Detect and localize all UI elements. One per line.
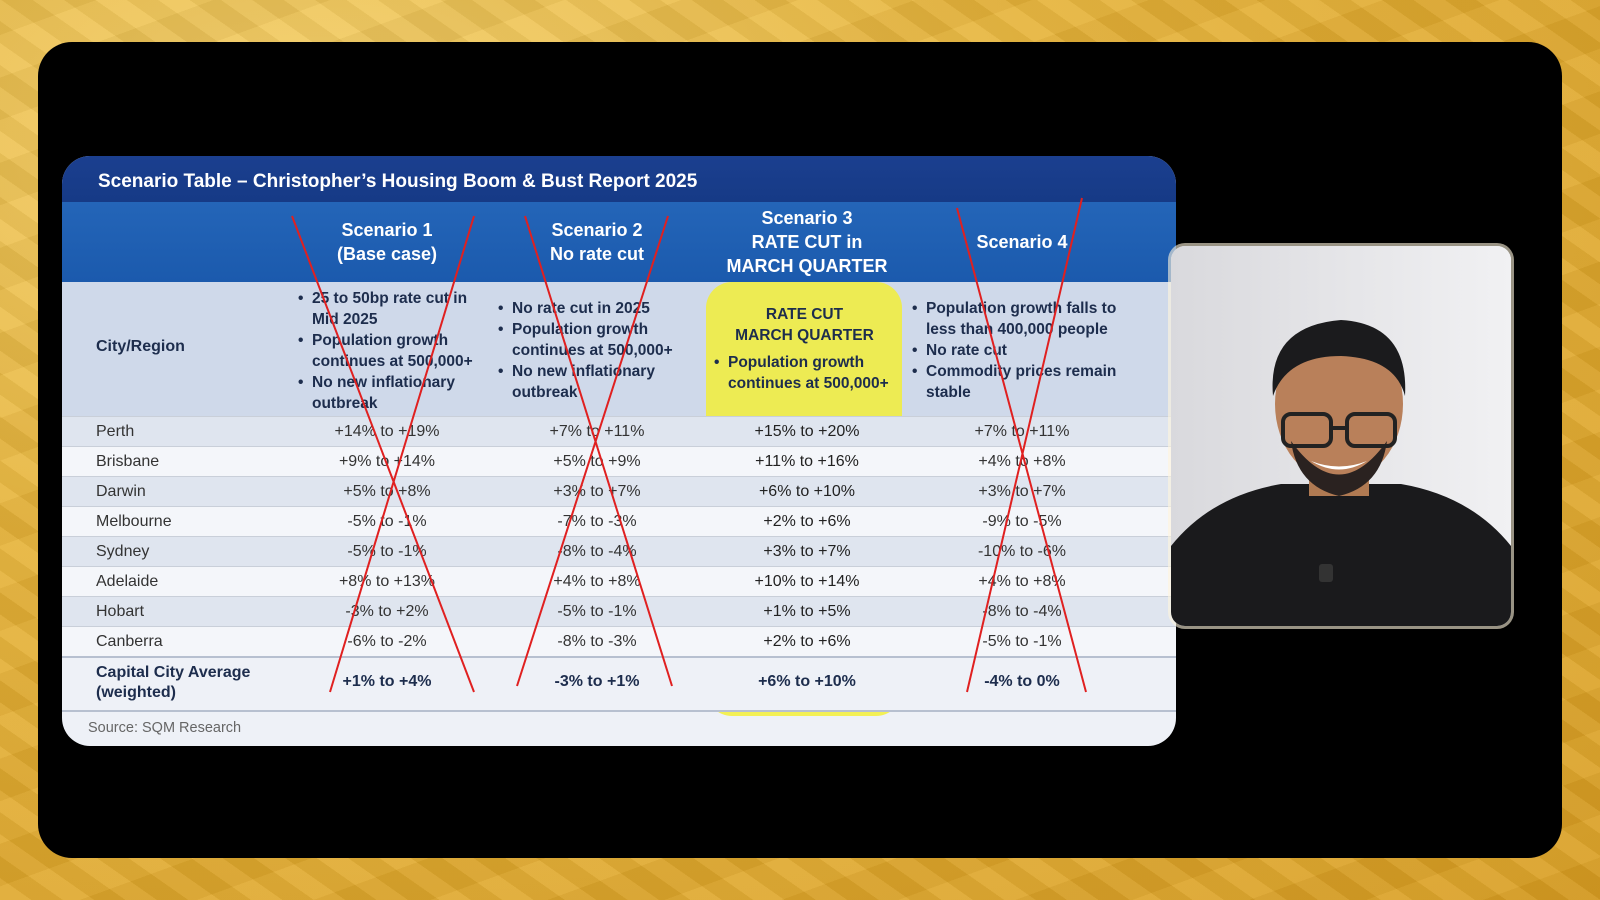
bullet: Commodity prices remain stable (912, 361, 1132, 403)
scenario-4-cell: -9% to -5% (982, 513, 1062, 530)
city-cell: Melbourne (96, 513, 172, 530)
average-scenario-2: -3% to +1% (554, 673, 640, 690)
bullet: No new inflationary outbreak (298, 372, 488, 414)
average-label-line-1: Capital City Average (96, 664, 251, 681)
scenario-table-slide: Scenario Table – Christopher’s Housing B… (62, 156, 1176, 746)
table-row: Perth +14% to +19% +7% to +11% +15% to +20%… (62, 416, 1176, 447)
scenario-4-title: Scenario 4 (976, 232, 1068, 252)
bullet: No rate cut in 2025 (498, 298, 688, 319)
scenario-2-cell: -8% to -3% (557, 633, 637, 650)
table-row: Canberra -6% to -2% -8% to -3% +2% to +6% -5… (62, 626, 1176, 657)
scenario-3-cell: +3% to +7% (763, 543, 851, 560)
city-cell: Hobart (96, 603, 145, 620)
average-label: Capital City Average (weighted) (96, 663, 250, 703)
scenario-1-subtitle: (Base case) (336, 244, 438, 264)
scenario-2-cell: -5% to -1% (557, 603, 637, 620)
city-cell: Darwin (96, 483, 146, 500)
table-row: Melbourne -5% to -1% -7% to -3% +2% to +6% -… (62, 506, 1176, 537)
scenario-3-title: Scenario 3 (761, 208, 853, 228)
city-cell: Adelaide (96, 573, 159, 590)
scenario-2-header: Scenario 2 No rate cut (512, 202, 682, 282)
scenario-1-cell: +8% to +13% (338, 573, 436, 590)
average-scenario-1: +1% to +4% (342, 673, 432, 690)
scenario-4-cell: +7% to +11% (974, 423, 1070, 440)
average-scenario-4: -4% to 0% (984, 673, 1060, 690)
city-cell: Canberra (96, 633, 163, 650)
city-cell: Perth (96, 423, 135, 440)
scenario-description-row: City/Region 25 to 50bp rate cut in Mid 2… (62, 282, 1176, 416)
video-frame: Scenario Table – Christopher’s Housing B… (38, 42, 1562, 858)
scenario-2-subtitle: No rate cut (549, 244, 645, 264)
presenter-webcam (1171, 246, 1511, 626)
scenario-2-cell: +7% to +11% (549, 423, 645, 440)
average-scenario-3: +6% to +10% (758, 673, 856, 690)
bullet: Population growth continues at 500,000+ (298, 330, 488, 372)
average-label-line-2: (weighted) (96, 684, 176, 701)
bullet: Population growth continues at 500,000+ (714, 352, 904, 394)
scenario-4-bullets: Population growth falls to less than 400… (912, 298, 1132, 403)
capital-city-average-row: Capital City Average (weighted) +1% to +… (62, 656, 1176, 712)
scenario-2-cell: +4% to +8% (553, 573, 641, 590)
city-region-header: City/Region (96, 338, 185, 355)
bullet: Population growth falls to less than 400… (912, 298, 1132, 340)
scenario-1-cell: +9% to +14% (338, 453, 436, 470)
scenario-4-header: Scenario 4 (932, 202, 1112, 282)
table-row: Hobart -3% to +2% -5% to -1% +1% to +5% -8% … (62, 596, 1176, 627)
scenario-2-cell: +5% to +9% (553, 453, 641, 470)
scenario-2-cell: -8% to -4% (557, 543, 637, 560)
table-row: Sydney -5% to -1% -8% to -4% +3% to +7% -10%… (62, 536, 1176, 567)
scenario-4-cell: +4% to +8% (978, 453, 1066, 470)
table-row: Darwin +5% to +8% +3% to +7% +6% to +10% +3%… (62, 476, 1176, 507)
scenario-3-label-line-1: RATE CUT (765, 306, 844, 323)
city-cell: Brisbane (96, 453, 160, 470)
scenario-3-cell: +2% to +6% (763, 633, 851, 650)
scenario-1-cell: +14% to +19% (334, 423, 440, 440)
bullet: No new inflationary outbreak (498, 361, 688, 403)
table-row: Adelaide +8% to +13% +4% to +8% +10% to +14… (62, 566, 1176, 597)
slide-title: Scenario Table – Christopher’s Housing B… (62, 156, 1176, 202)
scenario-4-cell: +4% to +8% (978, 573, 1066, 590)
scenario-2-cell: +3% to +7% (553, 483, 641, 500)
scenario-3-cell: +2% to +6% (763, 513, 851, 530)
scenario-3-cell: +1% to +5% (763, 603, 851, 620)
source-note: Source: SQM Research (88, 720, 242, 736)
scenario-2-bullets: No rate cut in 2025 Population growth co… (498, 298, 688, 403)
bullet: 25 to 50bp rate cut in Mid 2025 (298, 288, 488, 330)
city-cell: Sydney (96, 543, 150, 560)
scenario-1-cell: -3% to +2% (345, 603, 429, 620)
scenario-1-bullets: 25 to 50bp rate cut in Mid 2025 Populati… (298, 288, 488, 414)
scenario-3-cell: +6% to +10% (758, 483, 856, 500)
scenario-3-cell: +11% to +16% (755, 453, 859, 470)
scenario-1-title: Scenario 1 (341, 220, 433, 240)
presenter-avatar (1171, 246, 1511, 626)
bullet: Population growth continues at 500,000+ (498, 319, 688, 361)
scenario-3-cell: +10% to +14% (754, 573, 860, 590)
scenario-3-label: RATE CUT MARCH QUARTER (712, 304, 897, 346)
scenario-1-cell: -6% to -2% (347, 633, 427, 650)
scenario-1-cell: -5% to -1% (347, 513, 427, 530)
scenario-3-bullets: Population growth continues at 500,000+ (714, 352, 904, 394)
scenario-3-header: Scenario 3 RATE CUT in MARCH QUARTER (707, 202, 907, 282)
scenario-1-cell: +5% to +8% (343, 483, 431, 500)
scenario-4-cell: -8% to -4% (982, 603, 1062, 620)
scenario-4-cell: -5% to -1% (982, 633, 1062, 650)
scenario-1-cell: -5% to -1% (347, 543, 427, 560)
scenario-1-header: Scenario 1 (Base case) (302, 202, 472, 282)
scenario-2-title: Scenario 2 (551, 220, 643, 240)
scenario-header-row: Scenario 1 (Base case) Scenario 2 No rat… (62, 202, 1176, 282)
scenario-2-cell: -7% to -3% (557, 513, 637, 530)
scenario-3-subtitle: RATE CUT in (751, 232, 863, 252)
scenario-3-label-line-2: MARCH QUARTER (735, 327, 874, 344)
table-row: Brisbane +9% to +14% +5% to +9% +11% to +16… (62, 446, 1176, 477)
scenario-4-cell: +3% to +7% (978, 483, 1066, 500)
scenario-4-cell: -10% to -6% (977, 543, 1067, 560)
scenario-3-cell: +15% to +20% (754, 423, 860, 440)
bullet: No rate cut (912, 340, 1132, 361)
scenario-3-subtitle-2: MARCH QUARTER (726, 256, 888, 276)
